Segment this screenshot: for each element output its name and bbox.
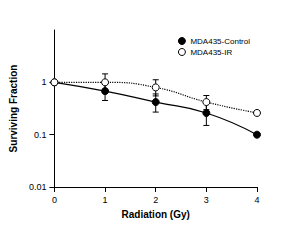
svg-text:0.1: 0.1 [34, 130, 47, 140]
svg-text:Surviving Fraction: Surviving Fraction [8, 65, 19, 153]
svg-text:MDA435-Control: MDA435-Control [190, 37, 250, 46]
svg-text:Radiation (Gy): Radiation (Gy) [122, 209, 190, 220]
svg-text:1: 1 [41, 77, 46, 87]
svg-text:4: 4 [254, 195, 259, 205]
svg-text:0.01: 0.01 [29, 182, 47, 192]
svg-text:3: 3 [204, 195, 209, 205]
svg-text:2: 2 [153, 195, 158, 205]
svg-text:0: 0 [52, 195, 57, 205]
svg-text:1: 1 [103, 195, 108, 205]
svg-text:MDA435-IR: MDA435-IR [190, 48, 232, 57]
